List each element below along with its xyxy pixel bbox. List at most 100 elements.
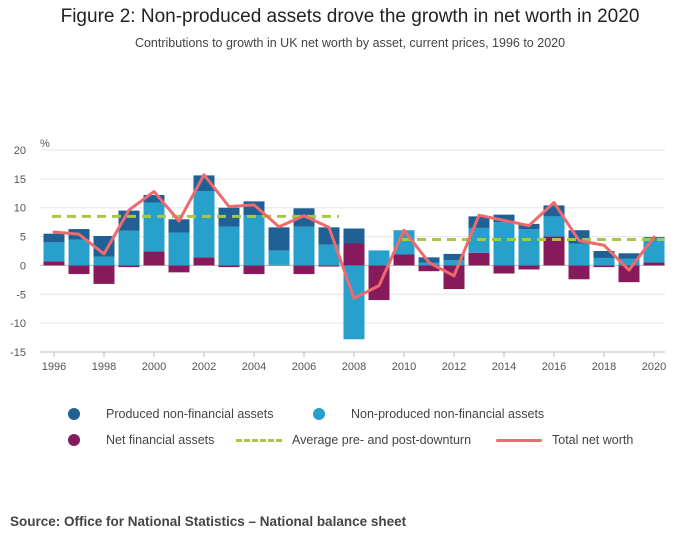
x-tick-label: 2020: [642, 361, 666, 373]
bar-nonproduced: [143, 202, 165, 252]
legend-dot-icon: [313, 408, 325, 420]
chart-area: -15 -10 -5 0 5 10 15 20% 1996 1998 2000 2002 2004 200…: [10, 138, 666, 373]
bar-financial: [343, 243, 365, 266]
bar-nonproduced: [518, 229, 540, 266]
bar-financial: [293, 265, 315, 275]
bar-financial: [643, 262, 665, 266]
bar-nonproduced: [568, 243, 590, 266]
bar-financial: [468, 252, 490, 266]
y-tick-label: 10: [14, 203, 26, 215]
bar-nonproduced: [643, 238, 665, 263]
bar-financial: [543, 236, 565, 266]
bar-financial: [168, 265, 190, 273]
bar-produced: [293, 208, 315, 227]
bar-financial: [418, 265, 440, 272]
bar-produced: [493, 214, 515, 223]
y-tick-label: -15: [10, 347, 26, 359]
bar-produced: [168, 219, 190, 233]
bar-nonproduced: [43, 242, 65, 262]
y-tick-label: 0: [20, 260, 26, 272]
bar-nonproduced: [443, 260, 465, 266]
y-tick-label: -10: [10, 318, 26, 330]
chart-title: Figure 2: Non-produced assets drove the …: [60, 6, 640, 27]
x-tick-label: 2002: [192, 361, 216, 373]
legend-dash-icon: [236, 438, 282, 442]
bar-financial: [493, 265, 515, 274]
bar-produced: [268, 227, 290, 251]
bar-financial: [218, 265, 240, 268]
y-tick-label: 15: [14, 174, 26, 186]
bar-nonproduced: [68, 239, 90, 266]
x-tick-label: 1998: [92, 361, 116, 373]
bar-produced: [143, 195, 165, 203]
bar-nonproduced: [593, 257, 615, 266]
total-net-worth-line: [52, 173, 656, 300]
bar-produced: [618, 253, 640, 259]
bar-financial: [118, 265, 140, 268]
bar-produced: [443, 253, 465, 261]
bar-nonproduced: [218, 226, 240, 266]
bar-financial: [518, 265, 540, 270]
legend-label: Net financial assets: [106, 433, 215, 447]
bar-financial: [593, 265, 615, 268]
legend-label: Produced non-financial assets: [106, 407, 274, 421]
bar-financial: [93, 265, 115, 284]
x-tick-label: 2000: [142, 361, 166, 373]
x-tick-label: 2014: [492, 361, 516, 373]
legend-line-icon: [496, 438, 542, 442]
bar-financial: [268, 264, 290, 266]
legend-dot-icon: [68, 408, 80, 420]
bar-financial: [193, 257, 215, 266]
bar-nonproduced: [168, 232, 190, 266]
bar-financial: [143, 251, 165, 266]
legend-item-total[interactable]: Total net worth: [496, 433, 633, 447]
legend-label: Non-produced non-financial assets: [351, 407, 545, 421]
bar-nonproduced: [318, 244, 340, 266]
bar-produced: [418, 257, 440, 263]
bar-produced: [593, 251, 615, 258]
bar-nonproduced: [118, 230, 140, 266]
bar-nonproduced: [543, 216, 565, 237]
bar-financial: [68, 265, 90, 275]
bar-produced: [543, 205, 565, 217]
bar-produced: [43, 233, 65, 243]
legend-label: Total net worth: [552, 433, 634, 447]
bar-nonproduced: [618, 258, 640, 266]
x-tick-label: 2006: [292, 361, 316, 373]
y-tick-label: 5: [20, 232, 26, 244]
x-tick-label: 2010: [392, 361, 416, 373]
bar-produced: [218, 207, 240, 227]
bar-financial: [318, 265, 340, 267]
x-tick-label: 2012: [442, 361, 466, 373]
legend-item-nonproduced[interactable]: Non-produced non-financial assets: [313, 407, 544, 421]
y-tick-label: -5: [16, 289, 26, 301]
bar-financial: [393, 254, 415, 266]
x-tick-label: 2016: [542, 361, 566, 373]
bar-produced: [343, 228, 365, 244]
legend-dot-icon: [68, 434, 80, 446]
x-tick-label: 2008: [342, 361, 366, 373]
bar-nonproduced: [93, 256, 115, 266]
bar-financial: [43, 261, 65, 266]
bar-financial: [618, 265, 640, 283]
bar-nonproduced: [193, 190, 215, 258]
legend-item-average[interactable]: Average pre- and post-downturn: [236, 433, 471, 447]
bar-nonproduced: [243, 215, 265, 266]
x-tick-label: 2018: [592, 361, 616, 373]
x-tick-label: 2004: [242, 361, 266, 373]
bar-nonproduced: [293, 226, 315, 266]
bar-nonproduced: [493, 222, 515, 266]
x-tick-label: 1996: [42, 361, 66, 373]
legend-item-produced[interactable]: Produced non-financial assets: [68, 407, 273, 421]
y-tick-label: 20: [14, 145, 26, 157]
bar-nonproduced: [268, 250, 290, 265]
legend-item-financial[interactable]: Net financial assets: [68, 433, 214, 447]
bar-financial: [568, 265, 590, 280]
chart-subtitle: Contributions to growth in UK net worth …: [134, 36, 566, 50]
y-axis-label: %: [40, 138, 50, 150]
source-note: Source: Office for National Statistics –…: [10, 514, 407, 529]
bar-produced: [468, 216, 490, 228]
bar-nonproduced: [368, 250, 390, 266]
bar-financial: [243, 265, 265, 275]
legend-label: Average pre- and post-downturn: [292, 433, 472, 447]
